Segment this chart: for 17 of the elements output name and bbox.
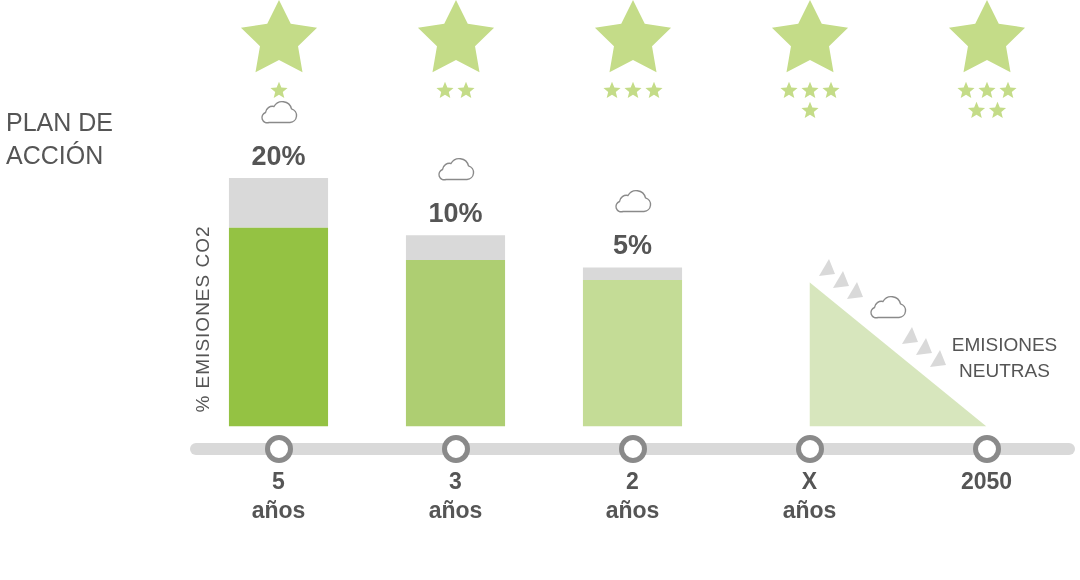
chart-title: PLAN DE ACCIÓN	[6, 107, 114, 171]
x-tick-label: X años	[782, 468, 837, 523]
bar	[582, 267, 683, 280]
x-tick-label: 3 años	[428, 468, 483, 523]
data-label: 5%	[612, 230, 653, 261]
x-tick-label: 2 años	[605, 468, 660, 523]
bar	[228, 227, 329, 427]
annotation: EMISIONES NEUTRAS	[950, 333, 1059, 384]
bar	[405, 235, 506, 261]
data-label: 20%	[251, 141, 306, 171]
x-tick-label: 5 años	[251, 468, 306, 523]
bar	[228, 178, 329, 228]
data-label: 10%	[428, 198, 483, 229]
bar	[405, 260, 506, 427]
bar	[582, 279, 683, 427]
y-axis-title: % EMISIONES CO2	[191, 225, 214, 413]
x-tick-label: 2050	[960, 468, 1013, 495]
